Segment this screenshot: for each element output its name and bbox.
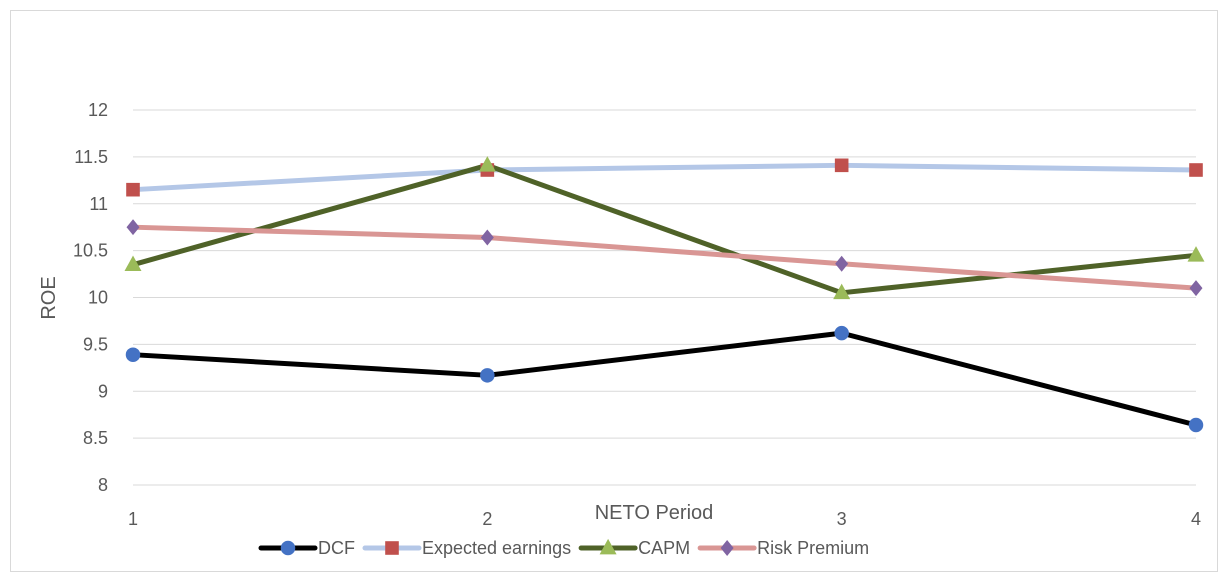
data-point-risk-premium	[480, 229, 494, 246]
data-point-capm	[124, 255, 142, 272]
series-line-capm	[130, 162, 1199, 296]
data-point-capm	[478, 156, 496, 172]
data-point-risk-premium	[835, 255, 849, 272]
data-point-risk-premium	[126, 219, 140, 236]
legend-swatch-marker	[280, 540, 296, 556]
x-tick-label: 2	[482, 509, 492, 529]
legend-item-expected-earnings: Expected earnings	[362, 538, 571, 558]
legend-swatch-marker	[599, 538, 617, 555]
chart-frame	[10, 10, 1218, 572]
y-tick-label: 9.5	[83, 334, 108, 354]
legend-item-risk-premium: Risk Premium	[697, 538, 869, 558]
legend-label: DCF	[318, 538, 355, 558]
x-tick-label: 3	[837, 509, 847, 529]
x-tick-label: 1	[128, 509, 138, 529]
x-tick-label: 4	[1191, 509, 1201, 529]
data-point-expected-earnings	[834, 158, 849, 173]
series-lines	[130, 162, 1199, 428]
x-axis-title: NETO Period	[595, 502, 714, 524]
y-axis-ticks: 8 8.5 9 9.5 10 10.5 11 11.5 12	[73, 100, 108, 495]
y-tick-label: 12	[88, 100, 108, 120]
legend-swatch-marker	[720, 540, 734, 556]
y-axis-title: ROE	[38, 276, 60, 319]
y-tick-label: 11	[89, 194, 108, 214]
series-line-risk-premium	[130, 224, 1199, 291]
data-point-capm	[833, 283, 851, 300]
legend-label: Risk Premium	[757, 538, 869, 558]
y-tick-label: 8.5	[83, 428, 108, 448]
y-tick-label: 8	[98, 475, 108, 495]
legend-item-dcf: DCF	[258, 538, 355, 558]
data-point-dcf	[125, 347, 141, 362]
data-point-expected-earnings	[126, 182, 140, 197]
data-point-risk-premium	[1189, 280, 1203, 297]
legend: DCF Expected earnings CAPM Risk Premium	[258, 538, 869, 558]
legend-label: CAPM	[638, 538, 690, 558]
y-tick-label: 10.5	[73, 241, 108, 261]
x-axis-ticks: 1 2 3 4	[128, 509, 1201, 529]
data-point-dcf	[834, 325, 849, 341]
y-tick-label: 11.5	[74, 147, 108, 167]
legend-label: Expected earnings	[422, 538, 571, 558]
y-tick-label: 9	[98, 381, 108, 401]
legend-swatch-marker	[385, 541, 399, 555]
series-line-expected-earnings	[130, 162, 1199, 193]
y-tick-label: 10	[88, 288, 108, 308]
data-point-capm	[1187, 246, 1205, 262]
data-point-expected-earnings	[1189, 163, 1203, 177]
legend-item-capm: CAPM	[578, 538, 690, 558]
data-point-dcf	[480, 368, 495, 383]
series-markers	[124, 156, 1205, 433]
series-line-dcf	[130, 330, 1199, 428]
data-point-dcf	[1188, 417, 1204, 433]
